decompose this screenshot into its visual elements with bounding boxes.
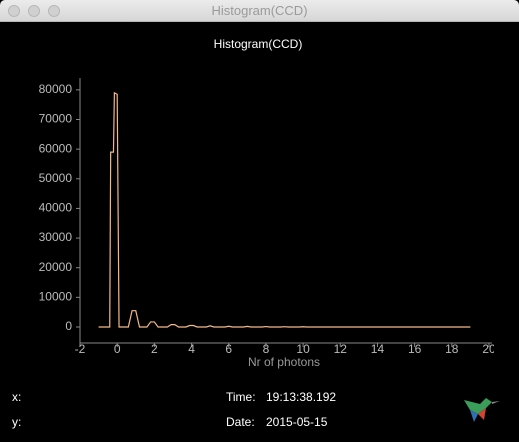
y-tick-label: 0 xyxy=(65,319,72,333)
close-button[interactable] xyxy=(8,5,20,17)
chart-title: Histogram(CCD) xyxy=(214,37,303,51)
y-readout-label: y: xyxy=(12,415,21,429)
window-title: Histogram(CCD) xyxy=(211,3,308,18)
x-tick-label: 12 xyxy=(334,342,348,356)
x-tick-label: 10 xyxy=(296,342,310,356)
x-tick-label: 0 xyxy=(114,342,121,356)
y-tick-label: 50000 xyxy=(39,171,73,185)
date-label: Date: xyxy=(226,415,255,429)
x-axis-label: Nr of photons xyxy=(248,355,320,369)
y-tick-label: 60000 xyxy=(39,141,73,155)
x-tick-label: 20 xyxy=(482,342,496,356)
x-tick-label: 8 xyxy=(263,342,270,356)
y-tick-label: 80000 xyxy=(39,82,73,96)
minimize-button[interactable] xyxy=(28,5,40,17)
date-value: 2015-05-15 xyxy=(266,415,328,429)
y-tick-label: 20000 xyxy=(39,260,73,274)
x-tick-label: 2 xyxy=(151,342,158,356)
y-tick-label: 10000 xyxy=(39,290,73,304)
x-tick-label: 16 xyxy=(408,342,422,356)
zoom-button[interactable] xyxy=(48,5,60,17)
histogram-line xyxy=(98,91,471,328)
y-tick-label: 30000 xyxy=(39,230,73,244)
x-tick-label: 4 xyxy=(188,342,195,356)
x-tick-label: 6 xyxy=(225,342,232,356)
x-tick-label: -2 xyxy=(75,342,86,356)
app-icon xyxy=(464,398,500,422)
x-tick-label: 18 xyxy=(445,342,459,356)
x-readout-label: x: xyxy=(12,390,21,404)
y-tick-label: 40000 xyxy=(39,201,73,215)
time-label: Time: xyxy=(226,390,256,404)
y-tick-label: 70000 xyxy=(39,112,73,126)
title-bar: Histogram(CCD) xyxy=(0,0,519,22)
x-tick-label: 14 xyxy=(371,342,385,356)
plot-area: 0 10000 20000 30000 40000 50000 60000 70000 8000… xyxy=(39,78,496,356)
time-value: 19:13:38.192 xyxy=(266,390,336,404)
